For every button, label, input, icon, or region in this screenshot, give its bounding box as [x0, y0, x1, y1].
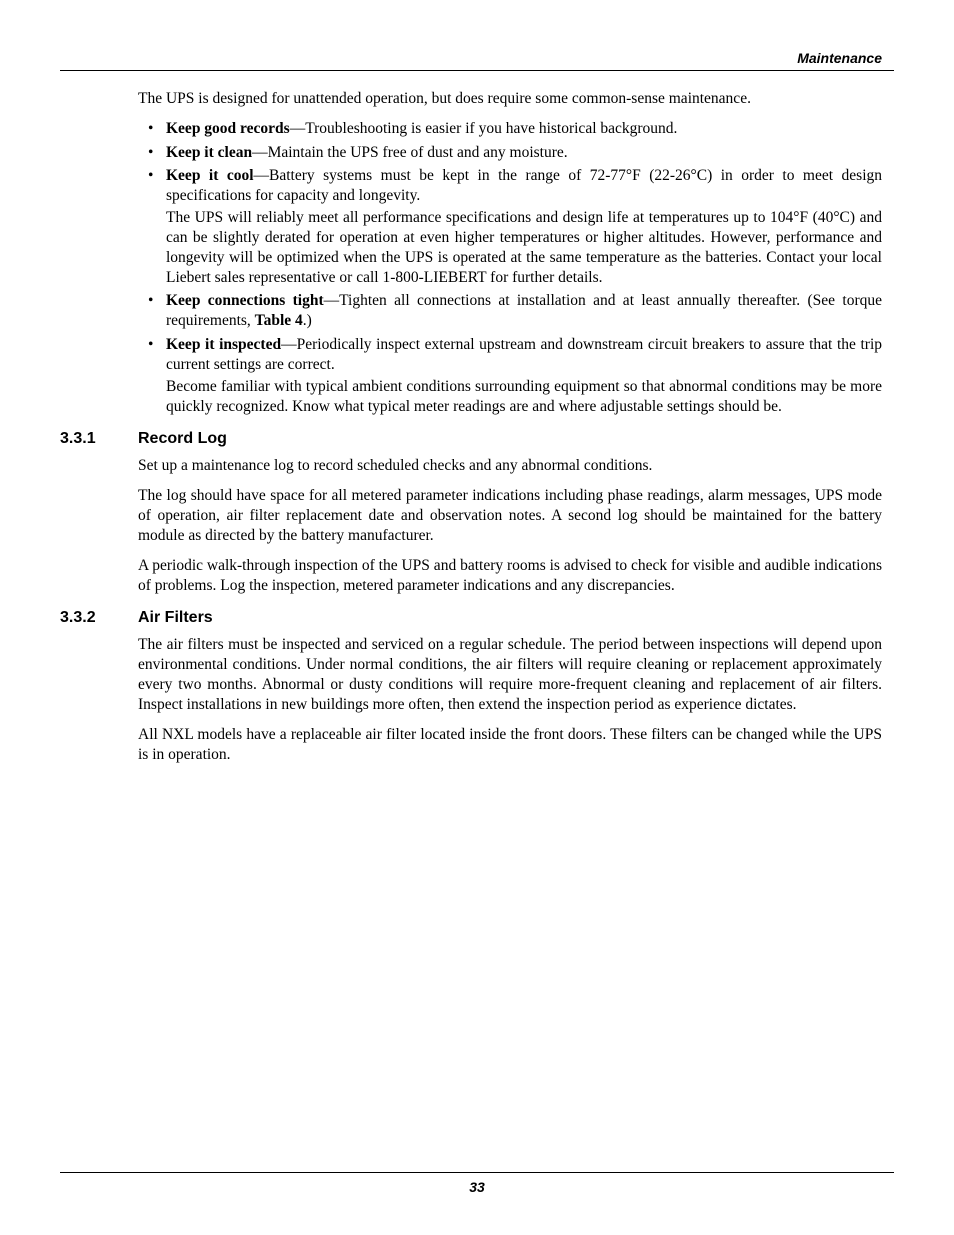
heading-332-title: Air Filters: [138, 609, 213, 627]
table-ref: Table 4: [255, 312, 303, 329]
bullet-clean-text: —Maintain the UPS free of dust and any m…: [252, 144, 568, 161]
intro-paragraph: The UPS is designed for unattended opera…: [138, 89, 882, 109]
bullet-records: Keep good records—Troubleshooting is eas…: [138, 119, 882, 139]
bullet-inspected: Keep it inspected—Periodically inspect e…: [138, 335, 882, 416]
page-footer: 33: [60, 1172, 894, 1195]
bullet-connections-post: .): [303, 312, 312, 329]
bullet-clean: Keep it clean—Maintain the UPS free of d…: [138, 143, 882, 163]
s331-p2: The log should have space for all metere…: [138, 486, 882, 545]
s332-p1: The air filters must be inspected and se…: [138, 635, 882, 714]
footer-rule: [60, 1172, 894, 1173]
s331-p3: A periodic walk-through inspection of th…: [138, 556, 882, 596]
bullet-cool: Keep it cool—Battery systems must be kep…: [138, 166, 882, 287]
header-rule: [60, 70, 894, 71]
section-332-body: The air filters must be inspected and se…: [138, 635, 882, 764]
bullet-clean-bold: Keep it clean: [166, 144, 252, 161]
bullet-cool-sub: The UPS will reliably meet all performan…: [166, 208, 882, 287]
heading-331: 3.3.1 Record Log: [60, 430, 894, 448]
heading-331-title: Record Log: [138, 430, 227, 448]
s331-p1: Set up a maintenance log to record sched…: [138, 456, 882, 476]
bullet-cool-bold: Keep it cool: [166, 167, 254, 184]
bullet-cool-text: —Battery systems must be kept in the ran…: [166, 167, 882, 204]
bullet-inspected-bold: Keep it inspected: [166, 336, 281, 353]
bullet-records-text: —Troubleshooting is easier if you have h…: [290, 120, 678, 137]
running-header: Maintenance: [60, 50, 894, 66]
page-number: 33: [60, 1179, 894, 1195]
maintenance-bullets: Keep good records—Troubleshooting is eas…: [138, 119, 882, 417]
intro-block: The UPS is designed for unattended opera…: [138, 89, 882, 416]
heading-331-num: 3.3.1: [60, 430, 138, 448]
section-331-body: Set up a maintenance log to record sched…: [138, 456, 882, 595]
page: Maintenance The UPS is designed for unat…: [0, 0, 954, 1235]
bullet-connections: Keep connections tight—Tighten all conne…: [138, 291, 882, 331]
heading-332: 3.3.2 Air Filters: [60, 609, 894, 627]
bullet-inspected-sub: Become familiar with typical ambient con…: [166, 377, 882, 417]
heading-332-num: 3.3.2: [60, 609, 138, 627]
s332-p2: All NXL models have a replaceable air fi…: [138, 725, 882, 765]
bullet-connections-bold: Keep connections tight: [166, 292, 324, 309]
bullet-records-bold: Keep good records: [166, 120, 290, 137]
